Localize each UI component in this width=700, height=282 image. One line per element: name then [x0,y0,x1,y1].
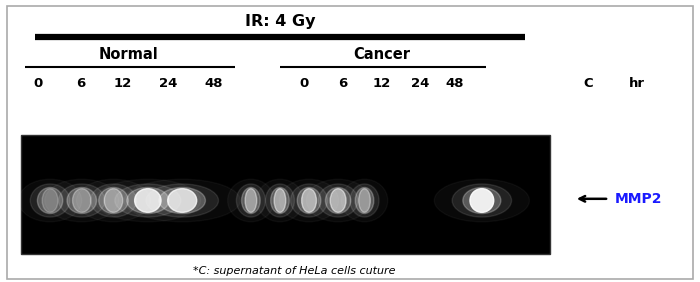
Text: *C: supernatant of HeLa cells cuture: *C: supernatant of HeLa cells cuture [193,266,396,276]
Ellipse shape [42,189,58,212]
Ellipse shape [59,184,105,217]
Text: 24: 24 [411,77,429,90]
Text: 24: 24 [159,77,177,90]
Ellipse shape [326,188,351,213]
Ellipse shape [298,188,321,213]
Ellipse shape [330,189,346,212]
Bar [21,135,550,254]
Ellipse shape [358,189,370,212]
Text: IR: 4 Gy: IR: 4 Gy [245,14,315,29]
Text: hr: hr [629,77,645,90]
Ellipse shape [470,189,494,212]
Text: MMP2: MMP2 [615,192,662,206]
Ellipse shape [104,189,122,212]
Ellipse shape [318,184,358,217]
Ellipse shape [290,184,328,217]
Ellipse shape [241,188,260,213]
Text: 12: 12 [113,77,132,90]
Text: 48: 48 [446,77,464,90]
Text: 0: 0 [300,77,309,90]
Text: 48: 48 [204,77,223,90]
Ellipse shape [302,189,316,212]
Ellipse shape [115,184,181,217]
Text: C: C [583,77,593,90]
Text: Normal: Normal [98,47,158,63]
Ellipse shape [73,189,91,212]
Ellipse shape [463,188,501,213]
Text: 6: 6 [338,77,348,90]
Ellipse shape [159,188,205,213]
Text: 12: 12 [372,77,391,90]
Ellipse shape [134,189,161,212]
Text: 6: 6 [76,77,85,90]
Ellipse shape [237,184,265,217]
Ellipse shape [30,184,70,217]
Ellipse shape [127,188,169,213]
Ellipse shape [67,188,97,213]
Ellipse shape [168,189,197,212]
Ellipse shape [37,188,63,213]
Ellipse shape [452,184,512,217]
Ellipse shape [355,188,374,213]
Ellipse shape [146,184,218,217]
Ellipse shape [99,188,128,213]
Text: 0: 0 [34,77,43,90]
Ellipse shape [271,188,289,213]
Text: Cancer: Cancer [353,47,410,63]
Ellipse shape [274,189,286,212]
Ellipse shape [265,184,295,217]
FancyBboxPatch shape [7,6,693,279]
Ellipse shape [245,189,257,212]
Ellipse shape [90,184,136,217]
Ellipse shape [350,184,379,217]
